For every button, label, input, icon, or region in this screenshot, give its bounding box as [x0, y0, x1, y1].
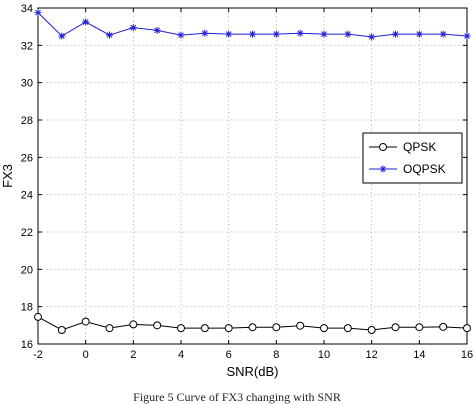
data-point — [58, 32, 66, 40]
data-point — [225, 30, 233, 38]
x-tick-label: -2 — [33, 349, 43, 361]
y-tick-label: 22 — [21, 227, 33, 239]
data-point — [415, 323, 424, 332]
y-tick-label: 26 — [21, 152, 33, 164]
x-axis-label: SNR(dB) — [226, 364, 278, 379]
data-point — [57, 326, 66, 334]
y-tick-label: 20 — [21, 264, 33, 276]
legend-label: OQPSK — [403, 162, 446, 176]
data-point — [439, 30, 447, 38]
data-point — [368, 33, 376, 41]
data-point — [105, 324, 114, 333]
data-point — [415, 30, 423, 38]
data-point — [129, 320, 138, 329]
data-point — [153, 26, 161, 34]
legend-item-qpsk: QPSK — [369, 140, 436, 154]
legend-label: QPSK — [403, 140, 436, 154]
data-point — [439, 322, 448, 331]
data-point — [153, 321, 162, 330]
data-point — [392, 30, 399, 38]
data-point — [463, 324, 471, 333]
data-point — [344, 30, 352, 38]
data-point — [320, 324, 328, 333]
data-point — [463, 32, 471, 40]
y-axis-label: FX3 — [0, 164, 15, 188]
data-point — [224, 324, 233, 333]
plot-frame — [37, 7, 468, 345]
series-oqpsk — [34, 9, 471, 41]
x-tick-label: 16 — [461, 349, 473, 361]
x-tick-label: 10 — [318, 349, 330, 361]
data-point — [343, 324, 352, 333]
data-point — [34, 312, 42, 321]
legend-item-oqpsk: OQPSK — [369, 162, 446, 176]
data-point — [177, 324, 185, 333]
data-point — [129, 24, 137, 32]
x-tick-label: 0 — [83, 349, 89, 361]
data-point — [177, 31, 185, 39]
series-qpsk — [34, 312, 471, 334]
y-tick-label: 18 — [21, 302, 33, 314]
y-tick-label: 24 — [21, 190, 33, 202]
x-tick-label: 2 — [130, 349, 136, 361]
data-point — [379, 143, 387, 151]
y-tick-label: 28 — [21, 115, 33, 127]
data-point — [34, 9, 42, 17]
data-point — [320, 30, 328, 38]
data-point — [81, 317, 90, 326]
data-point — [201, 29, 209, 37]
x-tick-label: 4 — [178, 349, 184, 361]
data-point — [391, 323, 400, 332]
data-point — [200, 324, 209, 333]
y-tick-label: 30 — [21, 78, 33, 90]
x-tick-label: 12 — [366, 349, 378, 361]
legend: QPSK OQPSK — [362, 132, 463, 184]
y-tick-label: 32 — [21, 40, 33, 52]
y-tick-label: 34 — [21, 3, 33, 15]
data-point — [248, 323, 257, 332]
x-tick-label: 6 — [226, 349, 232, 361]
data-point — [272, 323, 281, 332]
figure-caption: Figure 5 Curve of FX3 changing with SNR — [133, 390, 341, 404]
data-point — [249, 30, 256, 38]
data-point — [106, 31, 113, 39]
series-layer — [34, 9, 471, 334]
y-tick-label: 16 — [21, 339, 33, 351]
x-tick-label: 8 — [273, 349, 279, 361]
x-tick-label: 14 — [413, 349, 425, 361]
data-point — [296, 29, 304, 37]
data-point — [296, 321, 305, 330]
data-point — [272, 30, 280, 38]
data-point — [379, 165, 387, 173]
data-point — [367, 326, 376, 334]
legend-box — [362, 132, 463, 184]
data-point — [82, 18, 90, 26]
